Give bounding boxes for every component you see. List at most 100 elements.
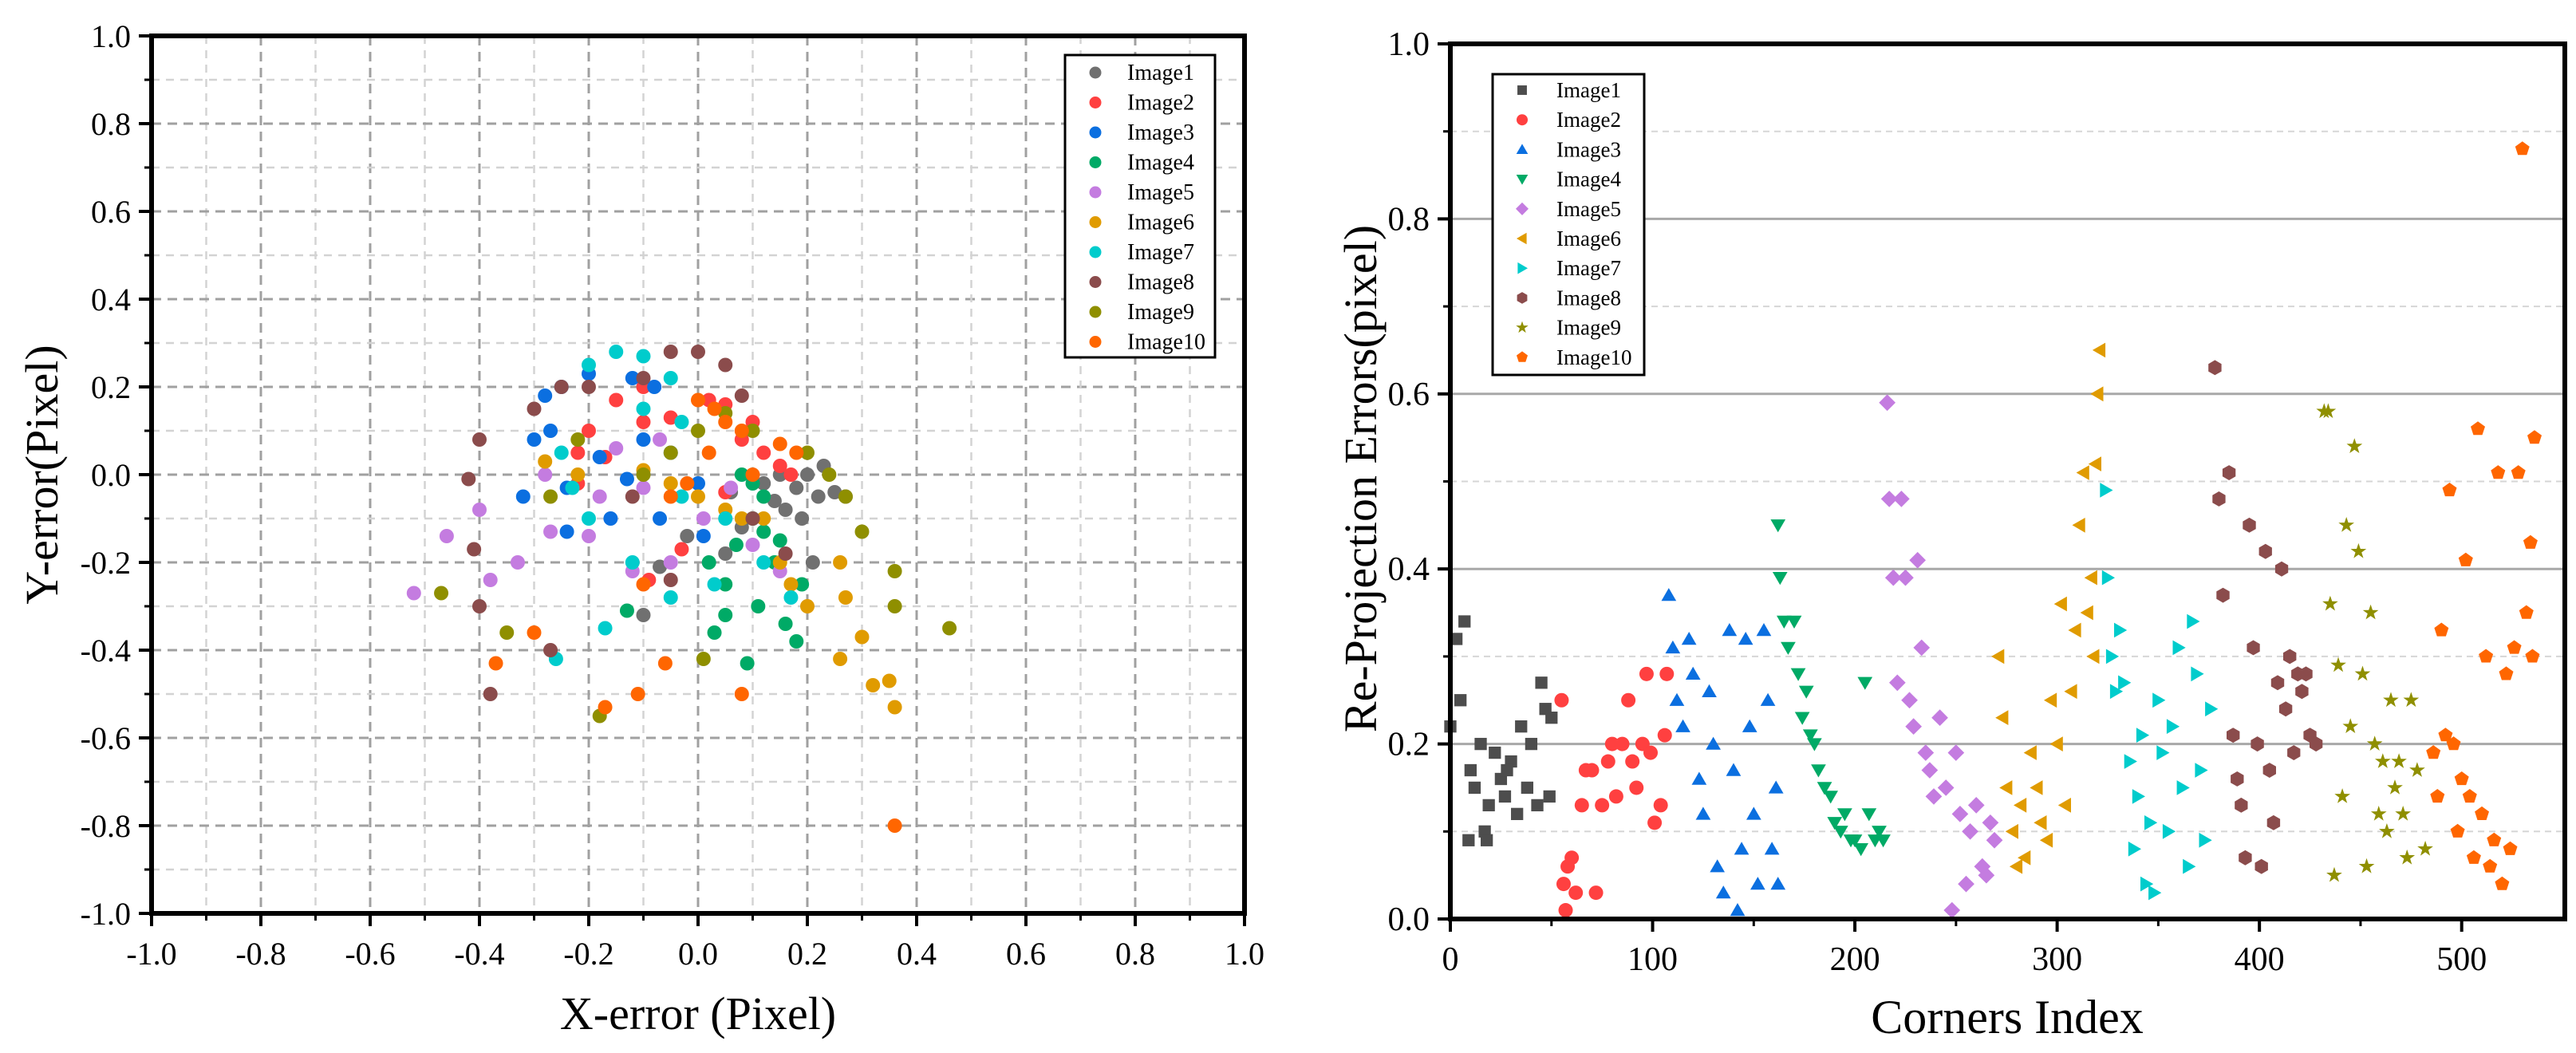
data-point-image6 <box>734 511 749 526</box>
data-point-image6 <box>1991 649 2005 665</box>
x-tick-label: -0.2 <box>563 936 613 972</box>
data-point-image4 <box>619 603 634 618</box>
data-point-image3 <box>1764 842 1780 855</box>
data-point-image2 <box>756 445 771 460</box>
data-point-image6 <box>2034 815 2047 830</box>
data-point-image4 <box>1857 676 1873 690</box>
data-point-image5 <box>582 529 596 543</box>
data-point-image6 <box>691 489 705 504</box>
data-point-image8 <box>582 380 596 394</box>
data-point-image9 <box>691 424 705 438</box>
y-tick-label: 0.0 <box>91 457 131 493</box>
data-point-image1 <box>795 511 810 526</box>
data-point-image10 <box>887 818 902 833</box>
data-point-image10 <box>2454 771 2469 786</box>
data-point-image9 <box>2375 753 2391 768</box>
data-point-image6 <box>2057 798 2071 813</box>
data-point-image5 <box>1931 709 1948 726</box>
data-point-image2 <box>1564 850 1580 866</box>
data-point-image8 <box>2258 543 2272 559</box>
data-point-image1 <box>1454 694 1467 707</box>
data-point-image7 <box>2144 815 2158 830</box>
data-point-image8 <box>467 542 482 557</box>
data-point-image4 <box>707 625 722 640</box>
data-point-image5 <box>1937 779 1955 796</box>
data-point-image7 <box>2132 789 2145 804</box>
data-point-image10 <box>691 392 705 408</box>
data-point-image8 <box>778 546 793 561</box>
legend-marker-icon <box>1089 126 1102 139</box>
data-point-image6 <box>2053 596 2067 612</box>
data-point-image9 <box>2417 840 2433 856</box>
legend: Image1 Image2 Image3 Image4 Image5 Image6 Imag… <box>1491 73 1646 377</box>
data-point-image5 <box>1958 875 1974 893</box>
legend-item-image7: Image7 <box>1517 256 1621 280</box>
data-point-image7 <box>582 511 596 526</box>
data-point-image4 <box>1833 826 1848 839</box>
data-point-image1 <box>1474 737 1487 751</box>
data-point-image5 <box>1880 491 1898 507</box>
legend-label: Image5 <box>1556 197 1621 221</box>
data-point-image4 <box>1853 843 1868 857</box>
data-point-image8 <box>472 432 487 447</box>
legend-label: Image6 <box>1556 227 1621 250</box>
x-tick-label: 400 <box>2235 941 2285 978</box>
data-point-image10 <box>2503 841 2518 855</box>
data-point-image5 <box>483 573 498 587</box>
legend-marker-icon <box>1089 336 1102 348</box>
right-x-axis-title: Corners Index <box>1871 991 2144 1043</box>
data-point-image9 <box>2326 866 2342 882</box>
data-point-image4 <box>1827 817 1843 830</box>
data-point-image5 <box>724 480 739 495</box>
data-point-image10 <box>2475 806 2489 820</box>
data-point-image2 <box>1647 815 1663 830</box>
data-point-image4 <box>772 533 787 548</box>
data-point-image3 <box>543 424 558 438</box>
data-point-image5 <box>1913 639 1931 657</box>
data-point-image3 <box>1738 632 1753 645</box>
data-point-image3 <box>1746 807 1761 820</box>
data-point-image7 <box>2140 876 2154 892</box>
data-point-image10 <box>2466 850 2481 864</box>
legend-item-image2: Image2 <box>1517 108 1621 132</box>
data-point-image8 <box>472 599 487 613</box>
data-point-image7 <box>582 357 596 373</box>
data-point-image4 <box>751 599 766 613</box>
data-point-image10 <box>680 476 695 491</box>
data-point-image4 <box>1781 641 1796 655</box>
data-point-image4 <box>718 577 733 592</box>
data-point-image8 <box>691 345 705 359</box>
y-tick-label: -0.8 <box>81 808 131 844</box>
data-point-image3 <box>1706 736 1721 750</box>
data-point-image4 <box>1807 738 1822 751</box>
data-point-image2 <box>663 410 678 425</box>
data-point-image3 <box>1691 771 1707 785</box>
legend-marker-icon <box>1089 216 1102 228</box>
data-point-image10 <box>718 415 733 429</box>
data-point-image1 <box>811 489 826 504</box>
data-point-image6 <box>838 590 853 605</box>
data-point-image6 <box>2049 736 2063 751</box>
data-point-image2 <box>1584 763 1600 778</box>
legend-label: Image3 <box>1127 120 1194 145</box>
data-point-image8 <box>2262 763 2276 778</box>
legend-item-image1: Image1 <box>1517 78 1621 102</box>
data-point-image4 <box>1802 729 1818 743</box>
legend-label: Image4 <box>1127 151 1194 176</box>
data-point-image9 <box>2342 718 2359 733</box>
data-point-image3 <box>1665 640 1681 654</box>
legend-label: Image9 <box>1556 316 1621 340</box>
data-point-image5 <box>1947 744 1965 761</box>
data-point-image4 <box>728 538 744 552</box>
data-point-image5 <box>1921 762 1939 779</box>
data-point-image2 <box>1653 798 1668 813</box>
data-point-image3 <box>653 511 668 526</box>
data-point-image10 <box>2434 622 2449 637</box>
data-point-image8 <box>2274 561 2289 577</box>
data-point-image10 <box>488 656 503 671</box>
data-point-image1 <box>680 529 695 543</box>
data-point-image5 <box>1978 866 1995 884</box>
data-point-image7 <box>565 480 580 495</box>
data-point-image6 <box>833 652 848 666</box>
data-point-image2 <box>570 445 586 460</box>
